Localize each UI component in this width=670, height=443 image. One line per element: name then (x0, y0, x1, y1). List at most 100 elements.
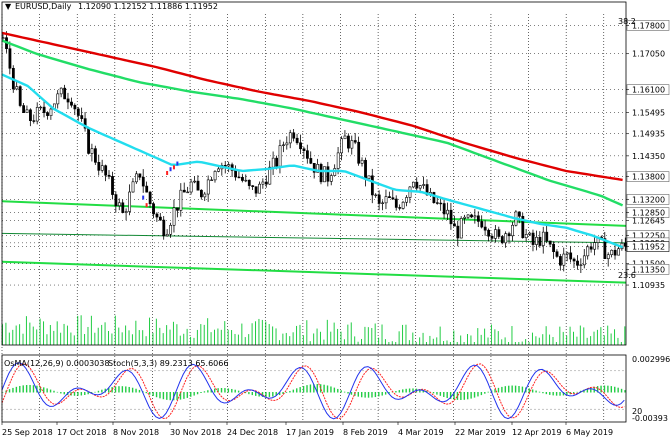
volume-bar (234, 333, 236, 345)
chart-grid (1, 14, 626, 422)
time-label: 24 Dec 2018 (227, 428, 278, 437)
osma-bar (395, 391, 397, 393)
trade-marker (142, 195, 145, 200)
osma-bar (231, 388, 233, 393)
candle-body (329, 175, 333, 182)
osma-bar (275, 392, 277, 396)
volume-bar (306, 320, 308, 345)
candle-body (59, 87, 63, 95)
volume-bar (347, 324, 349, 345)
volume-bar (528, 342, 530, 345)
candle-body (377, 194, 381, 204)
osma-bar (402, 389, 404, 393)
candle-body (83, 118, 87, 129)
candle-body (42, 106, 46, 113)
volume-bar (60, 332, 62, 345)
osma-bar (542, 392, 544, 394)
volume-bar (39, 318, 41, 345)
candle-body (80, 115, 84, 119)
trend-line-lower (1, 260, 627, 284)
candle-body (32, 120, 36, 122)
candle-body (569, 252, 573, 260)
volume-bar (278, 340, 280, 345)
volume-bar (449, 342, 451, 345)
volume-bar (518, 342, 520, 345)
volume-bar (443, 341, 445, 345)
candle-body (186, 191, 190, 194)
osma-bar (405, 388, 407, 393)
osma-bar (480, 392, 483, 396)
osma-bar (255, 392, 257, 396)
volume-bar (190, 336, 192, 345)
price-label: 1.13200 (632, 195, 665, 204)
volume-bar (470, 335, 472, 345)
volume-bar (384, 339, 386, 345)
osma-bar (453, 392, 455, 400)
osma-bar (316, 384, 318, 393)
candle-body (470, 214, 473, 218)
price-label: 1.15495 (632, 109, 665, 118)
volume-bar (504, 337, 506, 345)
candle-body (435, 202, 439, 204)
candle-body (623, 242, 627, 247)
time-label: 4 Mar 2019 (398, 428, 444, 437)
candle-body (593, 242, 597, 250)
osma-bar (326, 385, 329, 393)
volume-bar (586, 337, 588, 345)
symbol-header: EURUSD,Daily (15, 2, 72, 11)
volume-bar (70, 332, 72, 345)
osma-bar (302, 386, 305, 393)
candle-body (312, 162, 316, 173)
volume-bar (340, 331, 342, 345)
price-label: 1.14935 (632, 130, 665, 139)
candle-body (415, 181, 419, 189)
osma-bar (306, 385, 308, 393)
candle-body (117, 202, 121, 207)
volume-bar (573, 331, 575, 345)
candle-body (367, 175, 371, 179)
osma-bar (576, 391, 578, 393)
volume-bar (73, 335, 75, 345)
candle-body (261, 181, 265, 185)
volume-bar (415, 342, 417, 345)
candle-body (176, 207, 179, 211)
volume-bar (53, 330, 55, 345)
osma-bar (183, 392, 185, 399)
price-label: 1.12645 (632, 216, 665, 225)
osma-bar (292, 389, 295, 393)
osma-bar (620, 388, 623, 393)
candle-body (227, 164, 231, 167)
volume-bar (162, 333, 164, 345)
time-label: 17 Jan 2019 (286, 428, 334, 437)
volume-bar (200, 324, 202, 345)
volume-bar (94, 332, 96, 345)
volume-bar (559, 326, 561, 345)
osma-bar (508, 385, 510, 393)
volume-bar (36, 329, 38, 345)
volume-bar (429, 335, 431, 345)
candle-body (203, 193, 207, 198)
fib-label-mid: 23.6 (618, 271, 636, 280)
price-label: 1.10935 (632, 281, 665, 290)
volume-bar (600, 327, 602, 345)
candle-body (545, 231, 549, 242)
candle-body (466, 214, 470, 218)
price-label: 1.12250 (632, 231, 665, 240)
osma-bar (196, 392, 199, 395)
volume-bar (367, 327, 369, 345)
osma-bar (309, 384, 312, 393)
candle-body (343, 135, 347, 140)
volume-bar (285, 332, 287, 345)
osma-bar (217, 388, 219, 393)
price-label: 1.16100 (632, 86, 665, 95)
osma-bar (361, 392, 363, 398)
candle-body (541, 231, 545, 246)
chart-frame (1, 1, 627, 423)
volume-bar (569, 326, 571, 345)
price-label: 1.17800 (632, 21, 665, 30)
osma-bar (12, 387, 14, 393)
symbol-header-arrow[interactable]: ▼ (5, 2, 12, 11)
osma-bar (107, 387, 110, 393)
candle-body (398, 207, 402, 209)
volume-bar (121, 332, 123, 345)
